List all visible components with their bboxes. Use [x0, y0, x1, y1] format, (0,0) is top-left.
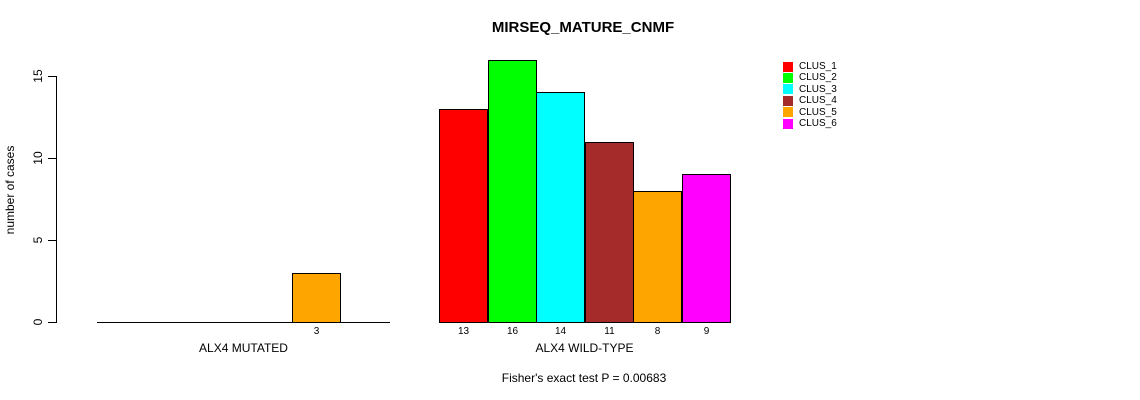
bar-value-label: 13 [457, 326, 470, 337]
y-axis-line [56, 76, 57, 323]
legend-label: CLUS_2 [799, 72, 837, 84]
chart-title: MIRSEQ_MATURE_CNMF [491, 19, 675, 36]
bar-clus_6 [682, 174, 731, 323]
legend-swatch-clus_6 [783, 118, 793, 129]
y-tick-mark [48, 322, 56, 323]
bar-value-label: 16 [506, 326, 519, 337]
legend-item: CLUS_4 [783, 95, 837, 106]
y-tick-label: 10 [31, 151, 45, 165]
y-tick-label: 0 [31, 318, 45, 326]
legend-item: CLUS_1 [783, 61, 837, 72]
group-label: ALX4 MUTATED [199, 341, 288, 355]
legend-swatch-clus_3 [783, 84, 793, 95]
bar-clus_3 [536, 92, 585, 323]
legend-label: CLUS_1 [799, 61, 837, 72]
chart-annotation: Fisher's exact test P = 0.00683 [501, 371, 667, 385]
legend-item: CLUS_5 [783, 107, 837, 118]
legend-label: CLUS_5 [799, 106, 837, 118]
bar-value-label: 8 [654, 326, 661, 337]
bar-value-label: 3 [313, 326, 320, 337]
legend-label: CLUS_6 [799, 118, 837, 129]
legend-item: CLUS_6 [783, 118, 837, 129]
legend-swatch-clus_5 [783, 107, 793, 118]
legend-label: CLUS_4 [799, 95, 837, 107]
y-tick-label: 15 [31, 69, 45, 83]
bar-clus_5 [633, 191, 682, 323]
y-tick-mark [48, 240, 56, 241]
y-tick-mark [48, 76, 56, 77]
legend-item: CLUS_3 [783, 84, 837, 95]
bar-value-label: 14 [554, 326, 567, 337]
bar-value-label: 11 [604, 326, 615, 337]
y-axis-label: number of cases [3, 145, 17, 235]
legend-swatch-clus_1 [783, 61, 793, 72]
bar-clus_2 [488, 60, 537, 323]
legend-swatch-clus_4 [783, 95, 793, 106]
bar-clus_1 [439, 109, 488, 323]
bar-value-label: 9 [703, 326, 710, 337]
legend-label: CLUS_3 [799, 83, 837, 95]
y-tick-label: 5 [31, 236, 45, 244]
group-baseline [97, 322, 390, 323]
bar-clus_4 [585, 142, 634, 323]
legend-swatch-clus_2 [783, 72, 793, 83]
legend-item: CLUS_2 [783, 72, 837, 83]
y-tick-mark [48, 158, 56, 159]
bar-clus_5 [292, 273, 341, 323]
group-label: ALX4 WILD-TYPE [535, 341, 634, 355]
